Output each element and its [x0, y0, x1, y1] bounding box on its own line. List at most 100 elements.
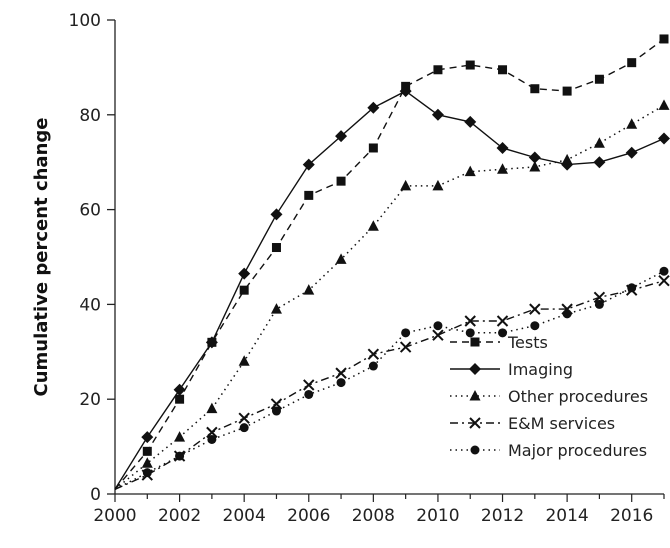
data-point-tests	[175, 394, 185, 404]
data-point-imaging	[464, 115, 477, 128]
data-point-tests	[562, 86, 572, 96]
data-point-imaging	[528, 151, 541, 164]
legend-swatch-marker	[470, 445, 480, 455]
data-point-other-procedures	[141, 457, 153, 468]
data-point-e-m-services	[529, 303, 541, 315]
data-point-major-procedures	[594, 299, 604, 309]
x-tick-label: 2010	[416, 506, 459, 526]
data-point-other-procedures	[626, 118, 638, 129]
x-tick-label: 2000	[93, 506, 136, 526]
y-tick-label: 40	[79, 295, 101, 315]
data-point-e-m-services	[496, 315, 509, 327]
series-line-tests	[114, 38, 665, 490]
x-tick-label: 2002	[158, 506, 201, 526]
data-point-tests	[368, 143, 378, 153]
y-tick-label: 0	[90, 485, 101, 505]
data-point-imaging	[238, 267, 251, 280]
legend-swatch-marker	[469, 390, 481, 401]
data-point-major-procedures	[239, 423, 249, 433]
data-point-e-m-services	[303, 379, 315, 391]
data-point-major-procedures	[142, 468, 152, 478]
legend-label: Other procedures	[508, 387, 648, 406]
data-point-e-m-services	[464, 315, 476, 327]
data-point-major-procedures	[271, 406, 281, 416]
axes: 0 20 40 60 80 100 2000 2002 2004 2006 2008 2010 2012…	[69, 11, 665, 526]
data-point-e-m-services	[335, 367, 347, 379]
data-point-major-procedures	[627, 283, 637, 293]
data-point-imaging	[302, 158, 315, 171]
y-axis-title: Cumulative percent change	[31, 118, 52, 397]
data-point-other-procedures	[270, 303, 282, 314]
data-point-tests	[627, 58, 637, 68]
data-point-imaging	[141, 431, 154, 444]
data-point-other-procedures	[561, 153, 573, 165]
y-tick-label: 60	[79, 201, 101, 221]
data-point-imaging	[496, 141, 509, 154]
y-tick-label: 80	[79, 106, 101, 126]
data-point-other-procedures	[238, 355, 250, 366]
legend-label: Imaging	[508, 360, 573, 379]
data-point-major-procedures	[175, 451, 185, 461]
legend-item-e-m-services: E&M services	[450, 414, 615, 433]
legend-item-imaging: Imaging	[450, 360, 573, 379]
data-point-major-procedures	[465, 328, 475, 338]
x-tick-label: 2006	[287, 506, 330, 526]
data-point-tests	[304, 190, 314, 200]
data-point-other-procedures	[593, 137, 605, 148]
data-point-tests	[659, 34, 669, 44]
data-point-major-procedures	[498, 328, 508, 338]
data-point-other-procedures	[303, 284, 315, 295]
data-point-e-m-services	[399, 341, 412, 353]
data-point-imaging	[625, 146, 638, 159]
data-point-major-procedures	[401, 328, 411, 338]
y-tick-label: 100	[69, 11, 101, 31]
data-point-imaging	[173, 383, 186, 396]
data-point-e-m-services	[270, 398, 283, 410]
legend-label: E&M services	[508, 414, 615, 433]
legend-label: Tests	[507, 333, 548, 352]
data-point-major-procedures	[433, 321, 443, 331]
data-point-major-procedures	[562, 309, 572, 319]
legend-swatch-marker	[470, 337, 480, 347]
data-point-major-procedures	[530, 321, 540, 331]
data-point-other-procedures	[400, 179, 412, 191]
data-point-other-procedures	[174, 431, 186, 442]
x-tick-label: 2004	[223, 506, 266, 526]
legend-item-other-procedures: Other procedures	[450, 387, 648, 406]
data-point-other-procedures	[206, 402, 218, 414]
legend-item-major-procedures: Major procedures	[450, 441, 647, 460]
data-point-major-procedures	[368, 361, 378, 371]
x-tick-label: 2014	[545, 506, 588, 526]
x-tick-label: 2016	[610, 506, 653, 526]
data-point-imaging	[367, 101, 380, 114]
series-line-e-m-services	[114, 280, 665, 490]
data-point-e-m-services	[658, 274, 670, 287]
data-point-other-procedures	[432, 179, 444, 191]
data-point-major-procedures	[659, 266, 669, 276]
data-point-imaging	[270, 208, 283, 221]
data-point-other-procedures	[497, 163, 509, 174]
series-major-procedures	[114, 266, 669, 490]
data-point-e-m-services	[206, 426, 218, 439]
data-point-major-procedures	[304, 389, 314, 399]
legend-swatch-marker	[469, 417, 481, 429]
x-tick-label: 2008	[352, 506, 395, 526]
data-point-imaging	[335, 130, 348, 143]
data-point-major-procedures	[207, 434, 217, 444]
data-point-e-m-services	[432, 329, 444, 341]
x-tick-label: 2012	[481, 506, 524, 526]
series-other-procedures	[114, 99, 670, 490]
series-layer	[114, 34, 670, 490]
data-point-imaging	[399, 85, 412, 98]
data-point-tests	[271, 243, 281, 253]
data-point-tests	[433, 65, 443, 75]
data-point-other-procedures	[464, 165, 476, 177]
data-point-major-procedures	[336, 378, 346, 388]
data-point-other-procedures	[367, 220, 379, 231]
data-point-tests	[594, 74, 604, 84]
data-point-other-procedures	[335, 253, 347, 264]
data-point-tests	[239, 285, 249, 295]
data-point-other-procedures	[658, 99, 670, 110]
legend-item-tests: Tests	[450, 333, 548, 352]
